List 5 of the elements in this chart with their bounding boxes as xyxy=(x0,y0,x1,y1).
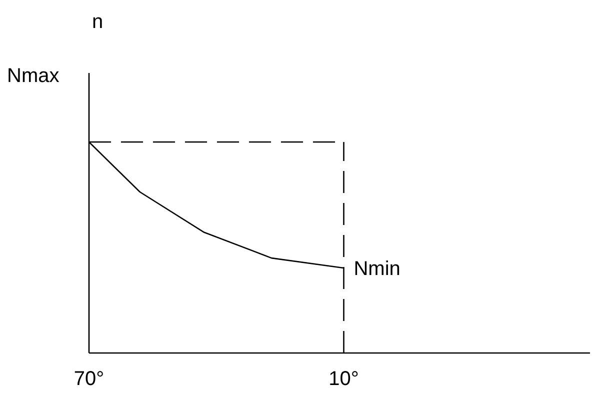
x-tick-label: 10° xyxy=(328,368,359,390)
x-tick-label: 70° xyxy=(74,368,104,390)
annotation: Nmin xyxy=(354,258,400,280)
text: Nmax xyxy=(7,65,60,87)
text: n xyxy=(92,11,104,33)
